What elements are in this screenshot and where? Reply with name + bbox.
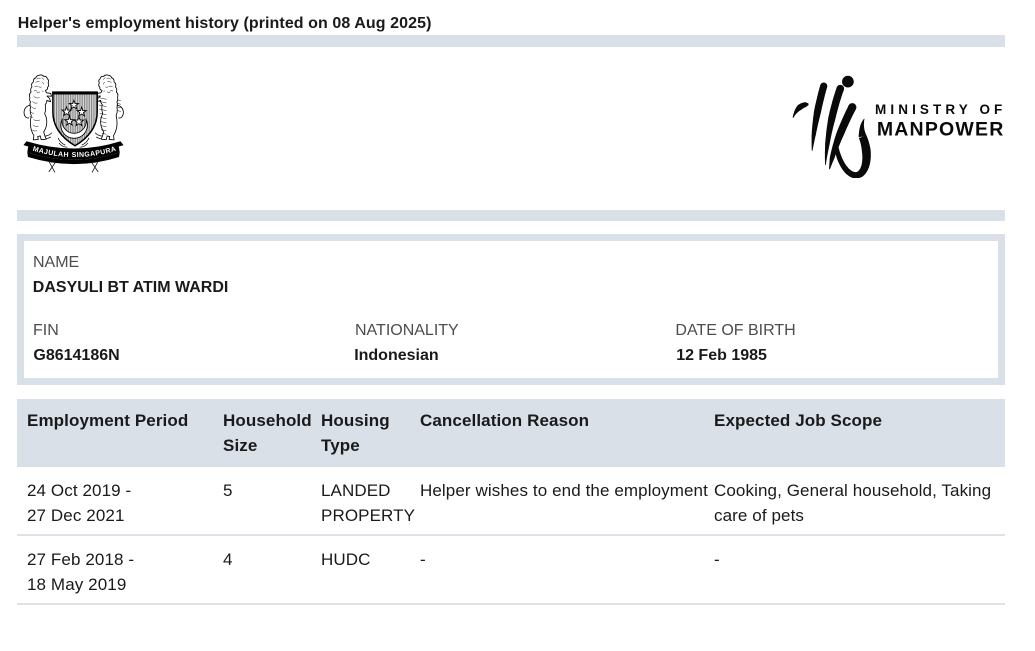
- svg-text:MANPOWER: MANPOWER: [877, 119, 1005, 141]
- svg-text:MINISTRY OF: MINISTRY OF: [875, 102, 1005, 117]
